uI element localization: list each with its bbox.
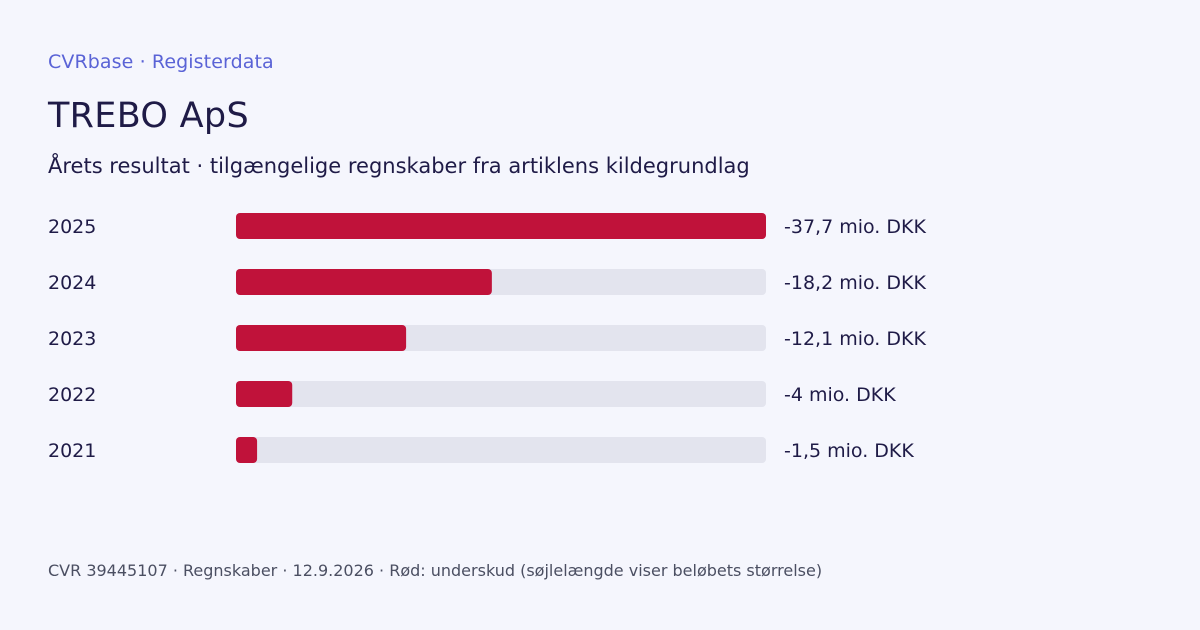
bar-row: 2021 -1,5 mio. DKK (48, 437, 914, 463)
bar-track (236, 437, 766, 463)
bar (236, 325, 407, 351)
value-label: -4 mio. DKK (784, 384, 896, 406)
company-name: TREBO ApS (48, 96, 249, 136)
bar-row: 2023 -12,1 mio. DKK (48, 325, 926, 351)
value-label: -1,5 mio. DKK (784, 440, 914, 462)
bar (236, 381, 293, 407)
category-label: 2024 (48, 272, 96, 294)
category-label: 2022 (48, 384, 96, 406)
value-label: -18,2 mio. DKK (784, 272, 926, 294)
chart-subtitle: Årets resultat · tilgængelige regnskaber… (48, 154, 750, 178)
bar (236, 213, 766, 239)
value-label: -12,1 mio. DKK (784, 328, 926, 350)
footer-note: CVR 39445107 · Regnskaber · 12.9.2026 · … (48, 561, 823, 580)
bar (236, 269, 492, 295)
value-label: -37,7 mio. DKK (784, 216, 926, 238)
category-label: 2025 (48, 216, 96, 238)
category-label: 2023 (48, 328, 96, 350)
bar-row: 2025 -37,7 mio. DKK (48, 213, 926, 239)
bar-track (236, 381, 766, 407)
category-label: 2021 (48, 440, 96, 462)
bar-row: 2022 -4 mio. DKK (48, 381, 896, 407)
bar-row: 2024 -18,2 mio. DKK (48, 269, 926, 295)
brand-label: CVRbase · Registerdata (48, 51, 274, 73)
bar (236, 437, 258, 463)
